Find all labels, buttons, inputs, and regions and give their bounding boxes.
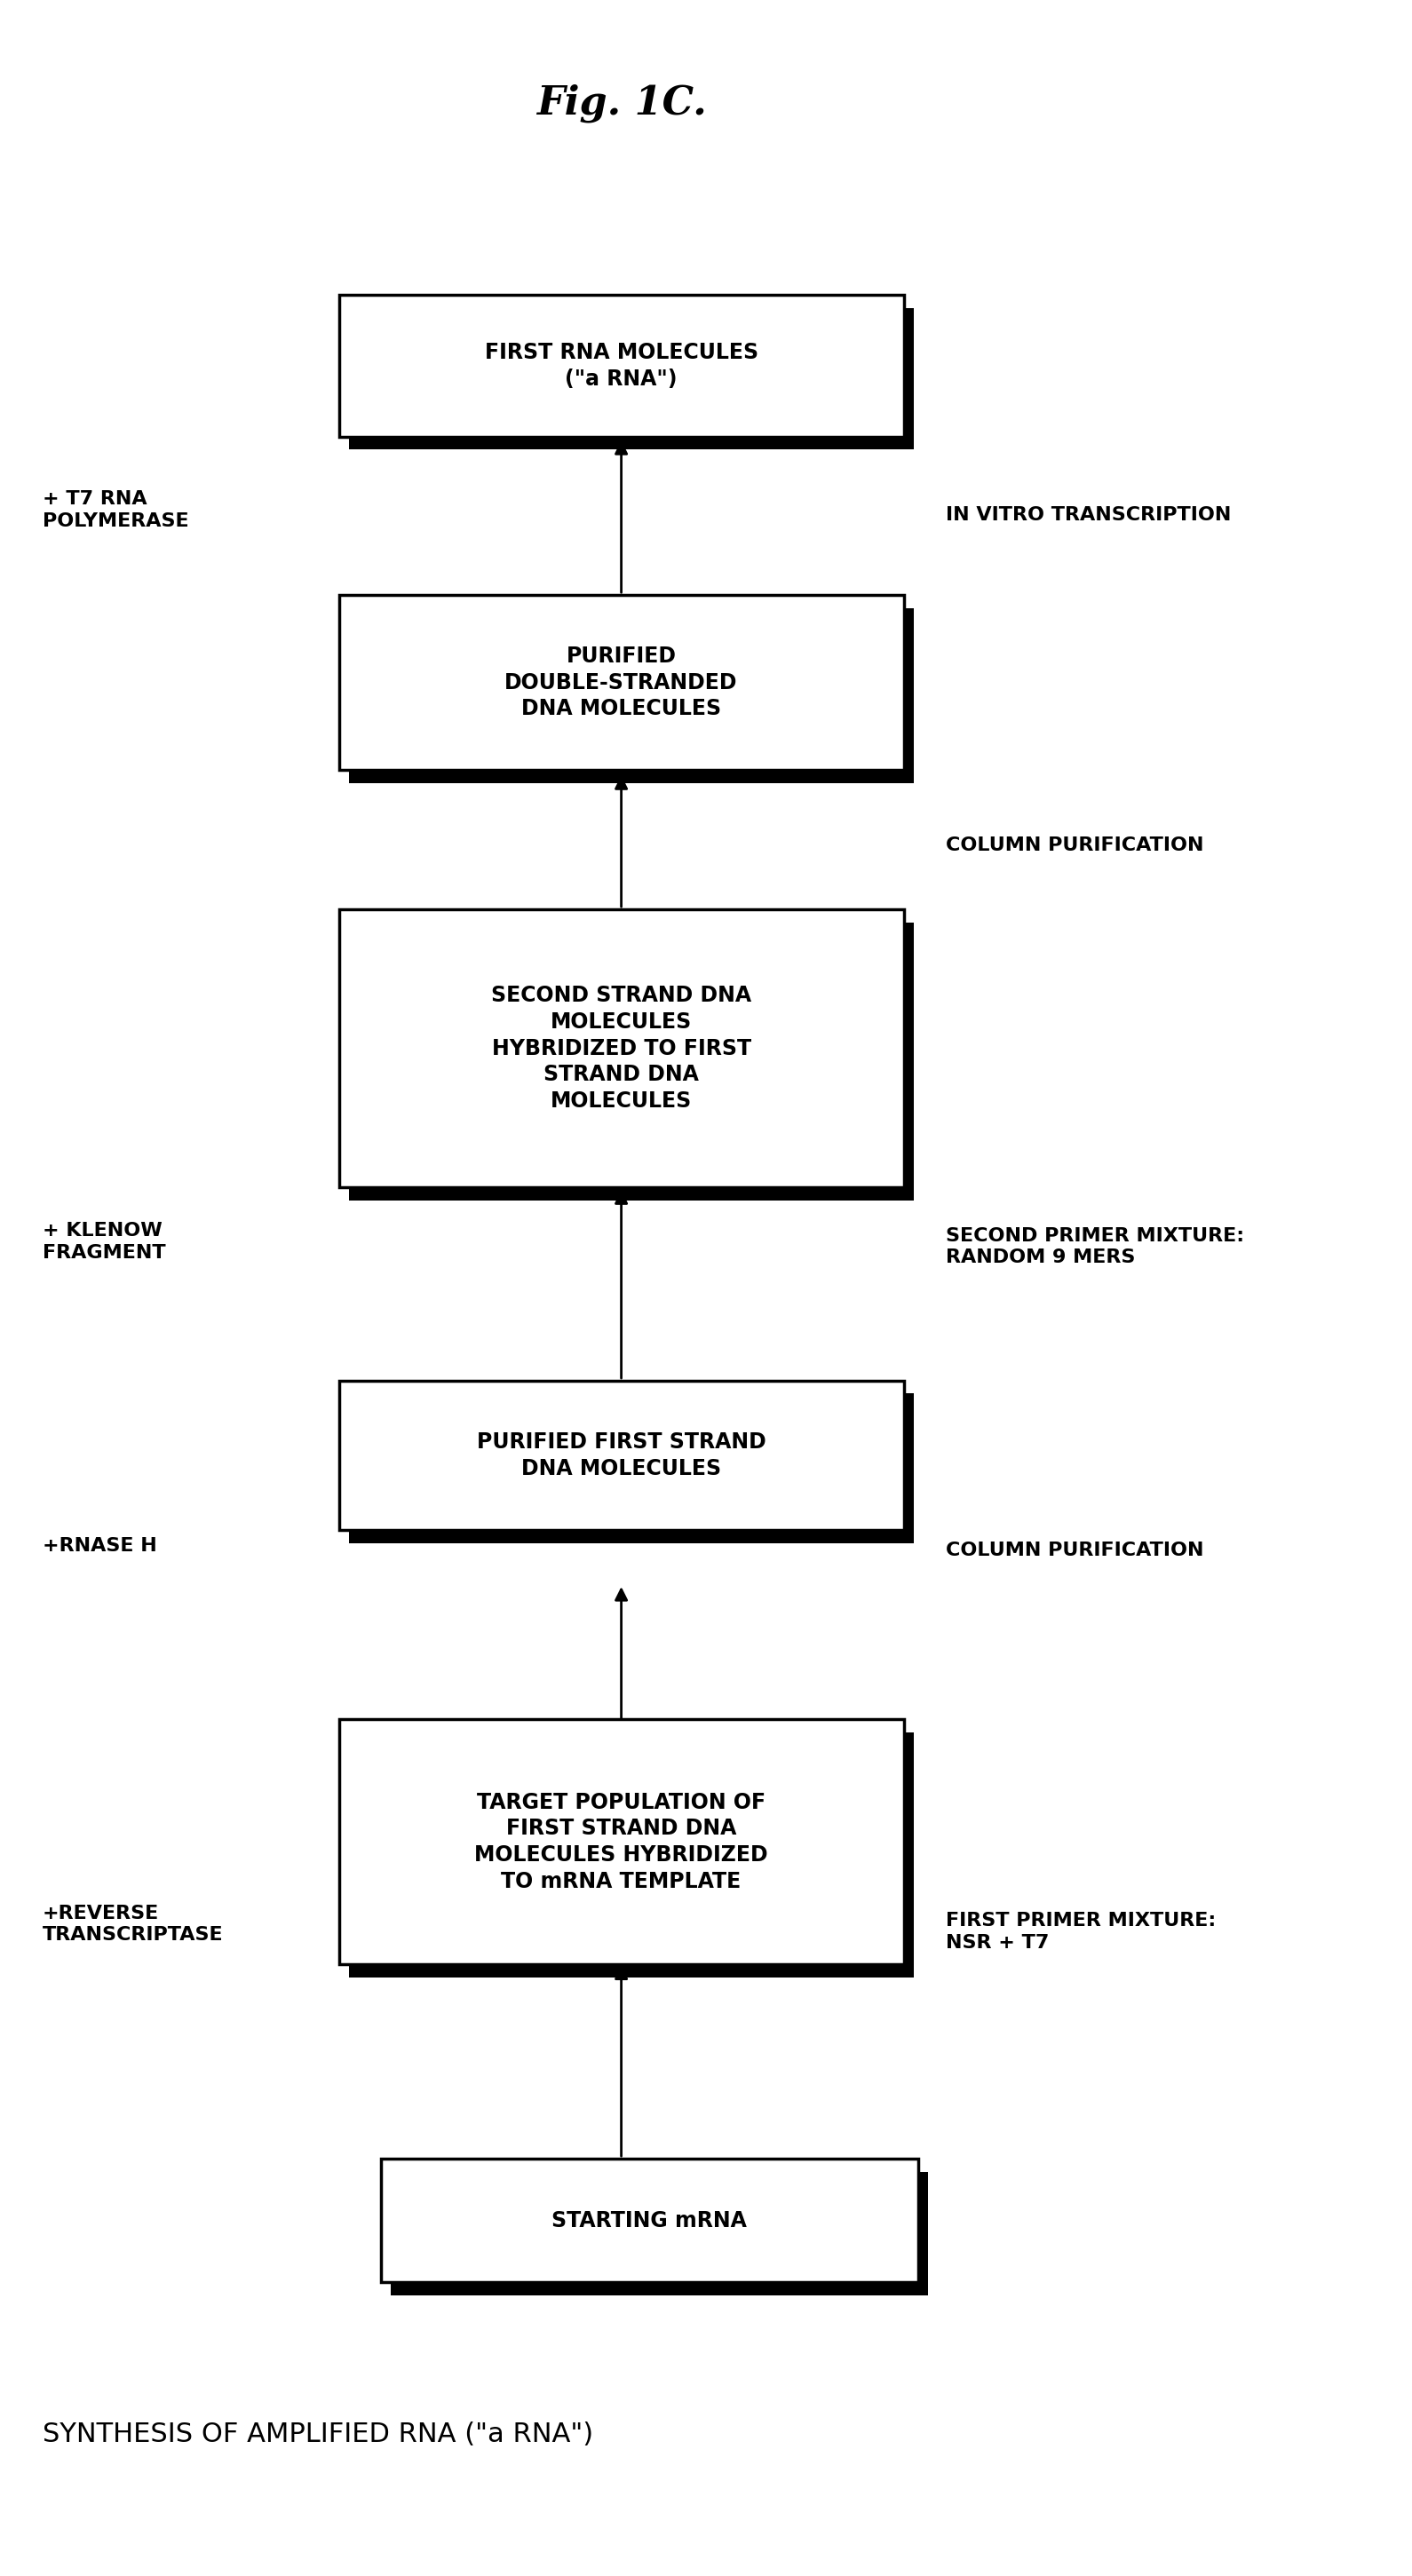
Text: +REVERSE
TRANSCRIPTASE: +REVERSE TRANSCRIPTASE — [42, 1904, 223, 1945]
Bar — [349, 608, 914, 783]
Text: Fig. 1C.: Fig. 1C. — [537, 85, 706, 121]
Bar — [339, 1381, 904, 1530]
Text: PURIFIED
DOUBLE-STRANDED
DNA MOLECULES: PURIFIED DOUBLE-STRANDED DNA MOLECULES — [504, 647, 738, 719]
Bar — [339, 294, 904, 435]
Text: SECOND PRIMER MIXTURE:
RANDOM 9 MERS: SECOND PRIMER MIXTURE: RANDOM 9 MERS — [946, 1226, 1244, 1267]
Bar — [339, 595, 904, 770]
Bar — [349, 922, 914, 1200]
Text: FIRST PRIMER MIXTURE:
NSR + T7: FIRST PRIMER MIXTURE: NSR + T7 — [946, 1911, 1216, 1953]
Text: STARTING mRNA: STARTING mRNA — [552, 2210, 747, 2231]
Text: COLUMN PURIFICATION: COLUMN PURIFICATION — [946, 837, 1204, 853]
Bar — [339, 1721, 904, 1963]
Text: SYNTHESIS OF AMPLIFIED RNA ("a RNA"): SYNTHESIS OF AMPLIFIED RNA ("a RNA") — [42, 2421, 593, 2447]
Bar — [349, 307, 914, 448]
Bar — [349, 1731, 914, 1978]
Text: PURIFIED FIRST STRAND
DNA MOLECULES: PURIFIED FIRST STRAND DNA MOLECULES — [477, 1432, 765, 1479]
Text: COLUMN PURIFICATION: COLUMN PURIFICATION — [946, 1543, 1204, 1558]
Text: SECOND STRAND DNA
MOLECULES
HYBRIDIZED TO FIRST
STRAND DNA
MOLECULES: SECOND STRAND DNA MOLECULES HYBRIDIZED T… — [491, 984, 751, 1113]
Text: TARGET POPULATION OF
FIRST STRAND DNA
MOLECULES HYBRIDIZED
TO mRNA TEMPLATE: TARGET POPULATION OF FIRST STRAND DNA MO… — [474, 1793, 768, 1891]
Bar — [381, 2159, 918, 2282]
Text: IN VITRO TRANSCRIPTION: IN VITRO TRANSCRIPTION — [946, 507, 1231, 523]
Text: FIRST RNA MOLECULES
("a RNA"): FIRST RNA MOLECULES ("a RNA") — [484, 343, 758, 389]
Text: + T7 RNA
POLYMERASE: + T7 RNA POLYMERASE — [42, 489, 189, 531]
Text: + KLENOW
FRAGMENT: + KLENOW FRAGMENT — [42, 1221, 165, 1262]
Bar — [349, 1394, 914, 1543]
Bar — [339, 909, 904, 1188]
Bar — [391, 2172, 928, 2295]
Text: +RNASE H: +RNASE H — [42, 1538, 157, 1553]
